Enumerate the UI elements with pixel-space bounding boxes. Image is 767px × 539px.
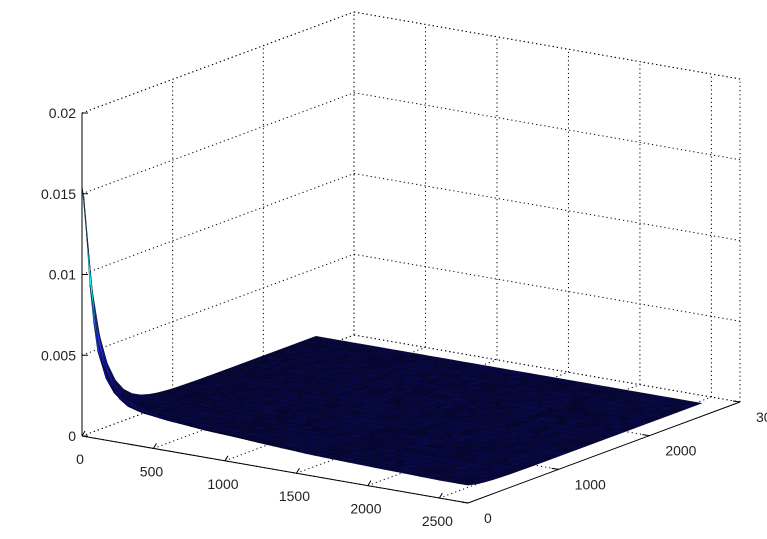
z-tick-label: 0.02 (49, 105, 76, 121)
gridline-left-wall-z (81, 92, 355, 195)
y-tick (551, 467, 559, 470)
gridline-back-wall-z (353, 11, 741, 80)
box-edge (353, 11, 741, 80)
x-tick (296, 467, 300, 474)
grid-layer (81, 11, 741, 504)
z-tick-label: 0.015 (41, 186, 76, 202)
x-tick-label: 500 (140, 463, 164, 479)
y-tick-label: 0 (484, 510, 492, 526)
y-axis-line (467, 401, 741, 504)
x-tick (438, 492, 443, 499)
y-tick (460, 501, 469, 504)
y-tick (642, 434, 650, 437)
x-tick (367, 480, 372, 486)
x-tick-label: 0 (76, 451, 84, 467)
surface-patch (86, 233, 99, 343)
y-tick-label: 1000 (575, 476, 606, 492)
z-tick-label: 0.005 (41, 347, 76, 363)
box-edge (81, 11, 355, 114)
y-tick-label: 2000 (665, 443, 696, 459)
z-tick-label: 0.01 (49, 267, 76, 283)
gridline-left-wall-z (81, 11, 355, 114)
tick-labels: 0 0.005 0.01 0.015 0.02 0 500 1000 1500 2000 2500 0… (41, 105, 767, 529)
x-tick-label: 1000 (207, 476, 238, 492)
x-tick (81, 430, 86, 437)
gridline-left-wall-z (81, 173, 355, 275)
x-tick-label: 2500 (422, 513, 453, 529)
z-tick-label: 0 (68, 428, 76, 444)
surface-layer (81, 185, 703, 486)
gridline-back-wall-z (353, 92, 741, 161)
x-tick-label: 1500 (279, 488, 310, 504)
y-tick (732, 400, 741, 403)
gridline-back-wall-z (353, 253, 741, 322)
x-tick (224, 455, 229, 462)
surface-patch (458, 482, 477, 486)
x-tick (153, 443, 157, 449)
axis-layer (81, 112, 741, 504)
gridline-back-wall-z (353, 173, 741, 241)
x-tick-label: 2000 (350, 501, 381, 517)
y-tick-label: 3000 (756, 409, 767, 425)
x-axis-line (81, 435, 469, 504)
